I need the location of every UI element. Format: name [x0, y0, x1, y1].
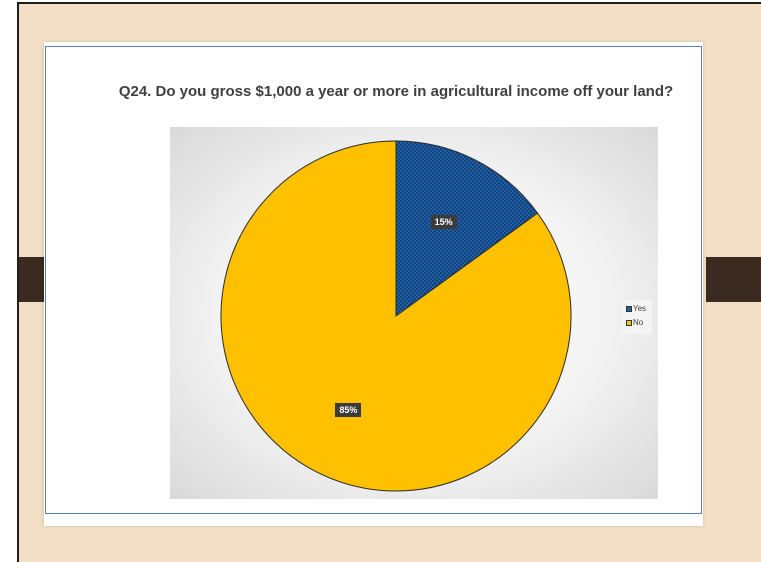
legend-swatch-no: [626, 319, 632, 326]
chart-title: Q24. Do you gross $1,000 a year or more …: [118, 83, 674, 100]
legend-item-no: No: [626, 318, 643, 328]
data-label-no: 85%: [335, 402, 362, 417]
pie-slice-no: [220, 140, 572, 492]
data-label-yes: 15%: [430, 215, 457, 230]
legend-label-yes: Yes: [633, 304, 647, 313]
legend: Yes No: [622, 300, 652, 334]
slide-card-frame: [45, 46, 702, 514]
legend-label-no: No: [633, 318, 644, 327]
legend-item-yes: Yes: [626, 304, 646, 314]
legend-swatch-yes: [626, 305, 632, 312]
pie-slice-yes: [395, 140, 539, 317]
right-binder-tab: [706, 257, 761, 302]
pie-slices: [220, 140, 572, 492]
